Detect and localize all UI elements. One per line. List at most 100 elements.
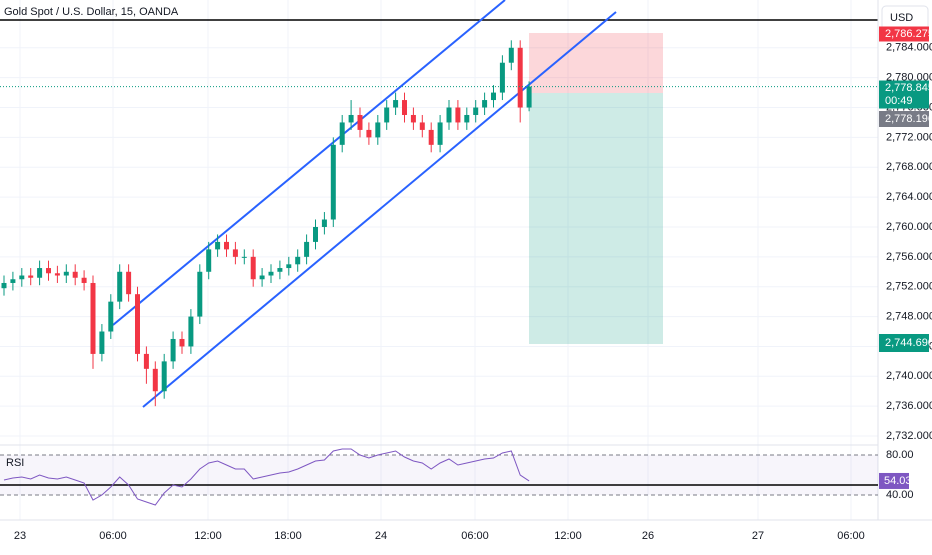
x-tick-label: 18:00 — [274, 530, 302, 542]
candle-body — [63, 271, 69, 276]
candle-body — [188, 316, 194, 347]
candle-body — [10, 279, 16, 283]
y-tick-label: 2,740.000 — [886, 370, 932, 382]
price-label: 2,786.275 — [885, 28, 932, 40]
candle-body — [90, 282, 96, 354]
rsi-title: RSI — [6, 457, 24, 469]
candle-body — [526, 86, 532, 108]
y-tick-label: 2,736.000 — [886, 400, 932, 412]
candle-body — [357, 114, 363, 130]
y-tick-label: 2,756.000 — [886, 251, 932, 263]
candle-body — [54, 273, 60, 276]
candle-body — [117, 271, 123, 302]
candle-body — [517, 47, 523, 108]
x-tick-label: 06:00 — [461, 530, 489, 542]
candle-body — [19, 275, 25, 280]
price-label-bg — [879, 80, 929, 96]
y-tick-label: 2,768.000 — [886, 161, 932, 173]
x-tick-label: 27 — [752, 530, 764, 542]
price-label: 2,778.196 — [885, 113, 932, 125]
candle-body — [143, 353, 149, 369]
y-tick-label: 2,760.000 — [886, 221, 932, 233]
y-tick-label: 2,772.000 — [886, 131, 932, 143]
candle-body — [268, 271, 274, 276]
candle-body — [437, 122, 443, 145]
rsi-tick-label: 40.00 — [886, 489, 914, 501]
candle-body — [473, 107, 479, 115]
candle-body — [366, 129, 372, 138]
candle-body — [286, 264, 292, 269]
candle-body — [241, 256, 247, 258]
candle-body — [72, 271, 78, 278]
price-label: 2,744.690 — [885, 337, 932, 349]
price-label-bg — [879, 93, 929, 109]
candle-body — [37, 268, 43, 278]
candle-body — [455, 107, 461, 123]
price-axis: 2,732.0002,736.0002,740.0002,744.0002,74… — [879, 26, 932, 442]
candle-body — [46, 268, 51, 274]
x-tick-label: 23 — [14, 530, 26, 542]
candle-body — [482, 100, 488, 108]
candle-body — [330, 144, 336, 220]
candle-body — [446, 107, 452, 123]
candle-body — [499, 62, 505, 93]
candle-body — [28, 275, 34, 278]
candle-body — [339, 122, 345, 145]
channel-lower — [142, 11, 617, 408]
candle-body — [410, 114, 416, 123]
rsi-tick-label: 80.00 — [886, 449, 914, 461]
currency-label[interactable]: USD — [890, 12, 913, 24]
rsi-value-bg — [879, 472, 909, 489]
candle-body — [206, 249, 212, 272]
candle-body — [197, 271, 203, 317]
candles — [1, 40, 532, 407]
candle-body — [152, 368, 158, 392]
candle-body — [161, 361, 167, 392]
candle-body — [170, 338, 176, 362]
candle-body — [179, 338, 185, 347]
candle-body — [491, 92, 496, 101]
price-label: 00:49 — [885, 95, 913, 107]
candle-body — [348, 114, 354, 123]
candle-body — [215, 241, 221, 250]
candle-body — [126, 271, 132, 295]
x-tick-label: 06:00 — [837, 530, 865, 542]
candle-body — [419, 122, 425, 130]
candle-body — [304, 241, 310, 257]
candle-body — [99, 331, 105, 354]
y-tick-label: 2,764.000 — [886, 191, 932, 203]
candle-body — [393, 100, 399, 108]
candle-body — [232, 249, 238, 257]
candle-body — [508, 47, 514, 63]
x-tick-label: 12:00 — [194, 530, 222, 542]
candle-body — [402, 100, 407, 115]
candle-body — [135, 294, 140, 354]
rsi-pane: 80.00 40.00 54.03 — [0, 448, 914, 506]
candle-body — [250, 256, 256, 280]
price-label: 2,778.845 — [885, 82, 932, 94]
candle-body — [384, 107, 390, 123]
candle-body — [277, 268, 283, 272]
y-tick-label: 2,732.000 — [886, 430, 932, 442]
channel-upper — [112, 0, 506, 326]
y-tick-label: 2,748.000 — [886, 310, 932, 322]
candle-body — [1, 282, 7, 289]
candle-body — [375, 122, 381, 138]
candle-body — [81, 277, 87, 283]
candle-body — [295, 256, 301, 265]
price-label-bg — [879, 26, 929, 42]
candle-body — [313, 226, 318, 242]
candle-body — [321, 219, 327, 227]
y-tick-label: 2,784.000 — [886, 42, 932, 54]
rsi-band — [0, 455, 878, 495]
candle-body — [259, 275, 265, 280]
candle-body — [428, 129, 434, 145]
candle-body — [108, 301, 114, 332]
price-label-bg — [879, 111, 929, 127]
rsi-value: 54.03 — [884, 475, 912, 487]
candle-body — [464, 114, 470, 123]
x-tick-label: 26 — [642, 530, 654, 542]
chart-title: Gold Spot / U.S. Dollar, 15, OANDA — [4, 6, 179, 18]
